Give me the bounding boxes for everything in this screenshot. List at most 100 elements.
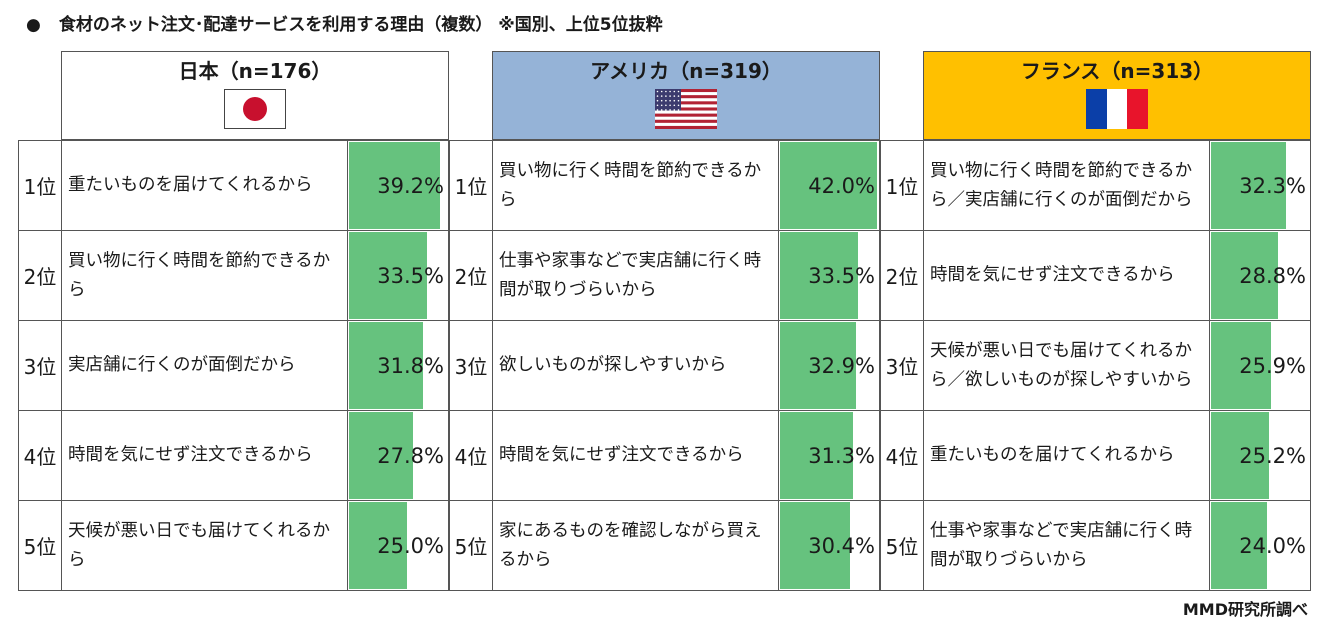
value-cell: 25.0% (347, 500, 449, 591)
value-cell: 33.5% (347, 230, 449, 321)
value-bar (780, 412, 853, 499)
value-cell: 32.9% (778, 320, 880, 411)
reason-label: 買い物に行く時間を節約できるから (499, 160, 762, 210)
rank-label: 4位 (449, 410, 493, 501)
reason-text: 買い物に行く時間を節約できるから (492, 140, 779, 231)
value-cell: 25.2% (1209, 410, 1311, 501)
rank-label: 5位 (18, 500, 62, 591)
reason-label: 欲しいものが探しやすいから (499, 355, 727, 375)
country-name: フランス（n=313） (1020, 59, 1214, 83)
usa-flag (655, 89, 717, 129)
source-note: MMD研究所調べ (1182, 600, 1308, 619)
value-label: 28.8% (1239, 263, 1306, 288)
reason-text: 家にあるものを確認しながら買えるから (492, 500, 779, 591)
reason-text: 実店舗に行くのが面倒だから (61, 320, 348, 411)
value-cell: 28.8% (1209, 230, 1311, 321)
rank-label: 1位 (18, 140, 62, 231)
rank-label: 2位 (449, 230, 493, 321)
value-cell: 30.4% (778, 500, 880, 591)
rank-label: 4位 (18, 410, 62, 501)
value-cell: 25.9% (1209, 320, 1311, 411)
value-bar (1211, 502, 1267, 589)
title-text: 食材のネット注文･配達サービスを利用する理由（複数） ※国別、上位5位抜粋 (58, 15, 663, 35)
reason-label: 時間を気にせず注文できるから (68, 445, 313, 465)
value-label: 39.2% (377, 173, 444, 198)
rank-label: 5位 (449, 500, 493, 591)
value-cell: 31.3% (778, 410, 880, 501)
country-header: アメリカ（n=319） (492, 51, 880, 140)
value-label: 27.8% (377, 443, 444, 468)
chart-title: ● 食材のネット注文･配達サービスを利用する理由（複数） ※国別、上位5位抜粋 (26, 10, 663, 35)
value-bar (1211, 142, 1286, 229)
country-header: 日本（n=176） (61, 51, 449, 140)
value-cell: 24.0% (1209, 500, 1311, 591)
reason-label: 実店舗に行くのが面倒だから (68, 355, 296, 375)
reason-label: 天候が悪い日でも届けてくれるから (68, 520, 330, 570)
reason-label: 家にあるものを確認しながら買えるから (499, 520, 762, 570)
value-label: 33.5% (808, 263, 875, 288)
value-label: 31.3% (808, 443, 875, 468)
value-label: 25.2% (1239, 443, 1306, 468)
value-cell: 33.5% (778, 230, 880, 321)
value-bar (349, 412, 413, 499)
reason-text: 買い物に行く時間を節約できるから／実店舗に行くのが面倒だから (923, 140, 1210, 231)
reason-text: 欲しいものが探しやすいから (492, 320, 779, 411)
france-flag (1086, 89, 1148, 129)
rank-label: 3位 (449, 320, 493, 411)
reason-label: 重たいものを届けてくれるから (930, 445, 1175, 465)
rank-label: 2位 (880, 230, 924, 321)
value-bar (780, 232, 858, 319)
rank-label: 3位 (18, 320, 62, 411)
value-cell: 39.2% (347, 140, 449, 231)
title-bullet: ● (26, 15, 41, 35)
reason-label: 仕事や家事などで実店舗に行く時間が取りづらいから (930, 520, 1193, 570)
rank-label: 3位 (880, 320, 924, 411)
japan-flag (224, 89, 286, 129)
reason-label: 時間を気にせず注文できるから (499, 445, 744, 465)
value-bar (1211, 412, 1269, 499)
reason-text: 仕事や家事などで実店舗に行く時間が取りづらいから (492, 230, 779, 321)
reason-label: 天候が悪い日でも届けてくれるから／欲しいものが探しやすいから (930, 340, 1193, 390)
reason-text: 天候が悪い日でも届けてくれるから (61, 500, 348, 591)
country-header: フランス（n=313） (923, 51, 1311, 140)
reason-label: 重たいものを届けてくれるから (68, 175, 313, 195)
rank-label: 1位 (880, 140, 924, 231)
value-bar (1211, 322, 1271, 409)
reason-text: 時間を気にせず注文できるから (492, 410, 779, 501)
value-bar (780, 322, 856, 409)
value-label: 30.4% (808, 533, 875, 558)
reason-label: 買い物に行く時間を節約できるから／実店舗に行くのが面倒だから (930, 160, 1193, 210)
value-bar (1211, 232, 1278, 319)
rank-label: 4位 (880, 410, 924, 501)
value-bar (349, 232, 427, 319)
country-name: 日本（n=176） (178, 59, 332, 83)
value-bar (780, 502, 850, 589)
value-bar (349, 322, 423, 409)
reason-text: 時間を気にせず注文できるから (61, 410, 348, 501)
rank-label: 5位 (880, 500, 924, 591)
value-bar (780, 142, 877, 229)
reason-text: 仕事や家事などで実店舗に行く時間が取りづらいから (923, 500, 1210, 591)
reason-text: 重たいものを届けてくれるから (61, 140, 348, 231)
reason-label: 時間を気にせず注文できるから (930, 265, 1175, 285)
country-name: アメリカ（n=319） (590, 59, 782, 83)
reason-text: 時間を気にせず注文できるから (923, 230, 1210, 321)
value-cell: 31.8% (347, 320, 449, 411)
value-label: 42.0% (808, 173, 875, 198)
rank-label: 2位 (18, 230, 62, 321)
rank-label: 1位 (449, 140, 493, 231)
value-cell: 27.8% (347, 410, 449, 501)
value-label: 33.5% (377, 263, 444, 288)
value-label: 24.0% (1239, 533, 1306, 558)
reason-text: 重たいものを届けてくれるから (923, 410, 1210, 501)
value-label: 25.0% (377, 533, 444, 558)
value-cell: 42.0% (778, 140, 880, 231)
value-label: 32.3% (1239, 173, 1306, 198)
value-label: 31.8% (377, 353, 444, 378)
reason-text: 買い物に行く時間を節約できるから (61, 230, 348, 321)
value-bar (349, 502, 407, 589)
value-label: 32.9% (808, 353, 875, 378)
reason-label: 仕事や家事などで実店舗に行く時間が取りづらいから (499, 250, 762, 300)
reason-label: 買い物に行く時間を節約できるから (68, 250, 331, 300)
value-label: 25.9% (1239, 353, 1306, 378)
